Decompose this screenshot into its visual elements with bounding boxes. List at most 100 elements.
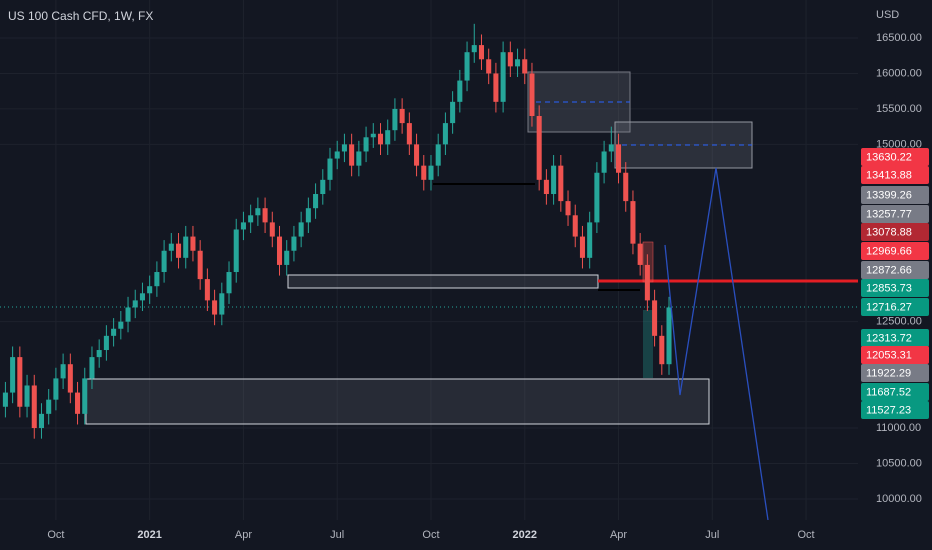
y-tick-label: 16500.00 <box>876 32 922 44</box>
candle-body <box>493 73 499 102</box>
x-tick-label: Apr <box>235 529 252 541</box>
candle-body <box>349 144 355 166</box>
axes: 16500.00 16000.00 15500.00 15000.00 12500.00… <box>47 32 922 541</box>
candle-body <box>276 236 283 265</box>
candle-body <box>652 300 658 336</box>
candle-body <box>118 321 124 329</box>
price-tag-label: 11687.52 <box>866 386 911 398</box>
candle-body <box>478 45 484 60</box>
x-tick-label: Oct <box>798 529 815 541</box>
candle-body <box>601 151 607 173</box>
candle-body <box>370 133 376 138</box>
candle-body <box>435 144 441 166</box>
grid <box>0 0 858 520</box>
price-tag-label: 13630.22 <box>866 151 912 163</box>
price-tag <box>861 148 929 166</box>
y-tick-label: 11000.00 <box>876 422 921 434</box>
x-tick-label: Apr <box>610 529 627 541</box>
candle-body <box>2 392 8 407</box>
candle-body <box>168 243 174 251</box>
price-tag-label: 12716.27 <box>866 301 912 313</box>
price-tag-label: 12313.72 <box>866 332 912 344</box>
chart-title: US 100 Cash CFD, 1W, FX <box>8 9 153 23</box>
candle-body <box>334 151 340 159</box>
y-tick-label: 15000.00 <box>876 138 922 150</box>
candle-body <box>313 194 319 209</box>
candle-body <box>442 123 448 145</box>
price-tag <box>861 205 929 223</box>
price-tag-label: 13078.88 <box>866 226 912 238</box>
price-tag-label: 12969.66 <box>866 245 912 257</box>
candle-body <box>255 208 261 216</box>
supply-zone <box>614 121 753 169</box>
x-tick-label: 2022 <box>513 529 537 541</box>
candle-body <box>522 59 528 74</box>
price-tag <box>861 166 929 184</box>
candle-body <box>89 357 95 379</box>
price-tag <box>861 401 929 419</box>
price-tag <box>861 364 929 382</box>
candle-body <box>385 130 391 145</box>
candle-body <box>190 236 196 251</box>
price-tag-label: 12053.31 <box>866 349 912 361</box>
price-tag-label: 13413.88 <box>866 169 912 181</box>
candles <box>2 23 672 439</box>
candle-body <box>608 144 614 152</box>
drawings <box>0 71 858 425</box>
candle-body <box>536 116 542 180</box>
candle-body <box>457 80 463 102</box>
x-tick-label: Jul <box>705 529 719 541</box>
price-tag <box>861 279 929 297</box>
candle-body <box>17 357 23 407</box>
y-tick-label: 12500.00 <box>876 316 922 328</box>
axis-unit: USD <box>876 9 899 21</box>
price-tag <box>861 261 929 279</box>
y-tick-label: 10500.00 <box>876 457 922 469</box>
candle-body <box>579 236 585 258</box>
candle-body <box>60 364 66 379</box>
candle-body <box>428 165 434 180</box>
price-tag-label: 12853.73 <box>866 282 912 294</box>
candle-body <box>147 286 153 294</box>
candle-body <box>139 293 145 301</box>
demand-zone <box>85 378 710 425</box>
price-tag-label: 12872.66 <box>866 264 912 276</box>
candle-body <box>240 222 246 230</box>
candle-body <box>53 378 59 400</box>
candle-body <box>406 123 412 145</box>
candle-body <box>450 101 456 124</box>
x-tick-label: Jul <box>330 529 344 541</box>
candle-body <box>46 399 52 414</box>
x-tick-label: Oct <box>422 529 439 541</box>
candle-body <box>471 45 477 53</box>
candle-body <box>594 172 600 223</box>
candle-body <box>284 250 290 265</box>
candle-body <box>204 279 210 301</box>
candle-body <box>572 215 578 237</box>
candle-body <box>507 52 513 67</box>
price-tags: 13630.22 13413.88 13399.26 13257.77 13078.88… <box>861 148 929 419</box>
candle-body <box>341 144 347 152</box>
candle-body <box>500 52 506 102</box>
price-tag-label: 13399.26 <box>866 189 912 201</box>
candle-body <box>543 179 549 195</box>
candle-body <box>377 133 384 145</box>
candle-body <box>96 350 102 358</box>
candle-body <box>226 272 232 294</box>
price-tag-label: 11922.29 <box>866 367 911 379</box>
candle-body <box>565 201 571 216</box>
candle-body <box>551 165 557 195</box>
projection <box>664 167 769 520</box>
candle-body <box>399 108 405 124</box>
candle-body <box>305 208 311 223</box>
candle-body <box>529 73 535 117</box>
y-tick-label: 10000.00 <box>876 493 922 505</box>
candle-body <box>262 208 268 223</box>
projection-path <box>664 167 769 520</box>
candle-body <box>161 250 167 273</box>
candle-body <box>421 165 427 180</box>
x-tick-label: 2021 <box>137 529 161 541</box>
candle-body <box>320 179 326 195</box>
price-tag <box>861 186 929 204</box>
